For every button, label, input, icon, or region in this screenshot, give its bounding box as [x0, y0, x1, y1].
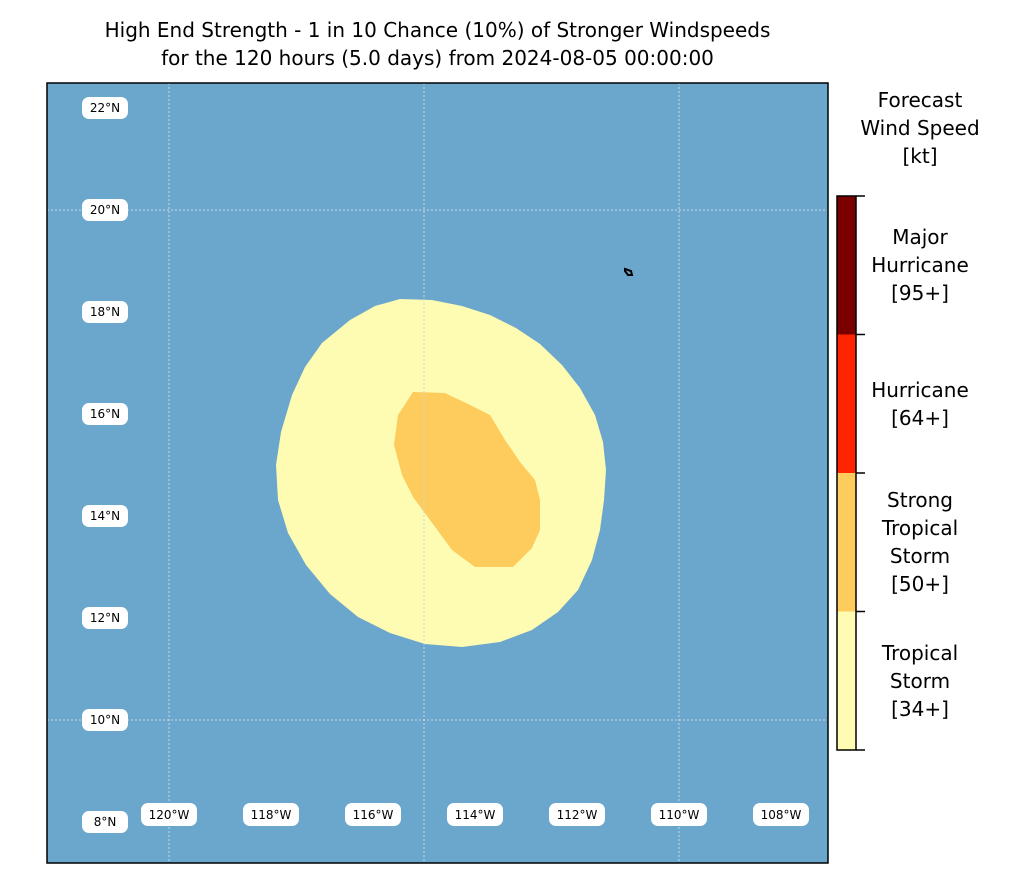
colorbar-title-line-3: [kt]	[902, 144, 938, 168]
longitude-label-text: 120°W	[149, 808, 190, 822]
latitude-label: 16°N	[82, 403, 128, 425]
colorbar-category-label-line: Tropical	[881, 640, 959, 665]
colorbar-segment	[837, 334, 856, 473]
label-background	[345, 803, 401, 826]
label-background	[141, 803, 197, 826]
colorbar-category-label-line: [34+]	[891, 696, 949, 721]
latitude-label-text: 8°N	[94, 815, 117, 829]
latitude-label-text: 22°N	[90, 101, 120, 115]
latitude-label: 18°N	[82, 301, 128, 323]
longitude-labels: 120°W 118°W 116°W 114°W 112°W 110°W 108°W	[141, 803, 809, 826]
label-background	[82, 97, 128, 119]
latitude-label: 10°N	[82, 709, 128, 731]
latitude-label: 12°N	[82, 607, 128, 629]
label-background	[82, 199, 128, 221]
label-background	[753, 803, 809, 826]
colorbar-category-label-line: Strong	[887, 488, 953, 513]
longitude-label: 118°W	[243, 803, 299, 826]
colorbar-category-label: Major Hurricane [95+]	[835, 223, 1005, 307]
colorbar-category-label-line: Tropical	[881, 516, 959, 541]
colorbar	[836, 195, 865, 751]
latitude-label: 20°N	[82, 199, 128, 221]
label-background	[82, 505, 128, 527]
colorbar-category-label-line: [50+]	[891, 572, 949, 597]
longitude-label: 114°W	[447, 803, 503, 826]
latitude-label-text: 14°N	[90, 509, 120, 523]
label-background	[82, 607, 128, 629]
latitude-label-text: 20°N	[90, 203, 120, 217]
colorbar-segment	[837, 611, 856, 750]
label-background	[651, 803, 707, 826]
colorbar-category-label-line: Major	[892, 225, 948, 250]
longitude-label-text: 114°W	[455, 808, 496, 822]
strong-tropical-storm-wind-zone	[394, 392, 540, 567]
map-gridlines	[47, 83, 828, 863]
title-line-2: for the 120 hours (5.0 days) from 2024-0…	[161, 46, 714, 70]
longitude-label-text: 112°W	[557, 808, 598, 822]
label-background	[82, 301, 128, 323]
colorbar-title-line-2: Wind Speed	[860, 116, 980, 140]
colorbar-category-label-line: [95+]	[891, 281, 949, 306]
colorbar-segment	[837, 196, 856, 335]
colorbar-category-label: Tropical Storm [34+]	[835, 639, 1005, 723]
longitude-label: 110°W	[651, 803, 707, 826]
label-background	[82, 403, 128, 425]
small-island-outline	[624, 267, 634, 276]
colorbar-category-label-line: Hurricane	[871, 253, 969, 278]
longitude-label-text: 110°W	[659, 808, 700, 822]
longitude-label: 116°W	[345, 803, 401, 826]
latitude-label: 8°N	[82, 811, 128, 833]
latitude-label: 22°N	[82, 97, 128, 119]
label-background	[447, 803, 503, 826]
colorbar-title: Forecast Wind Speed [kt]	[835, 86, 1005, 170]
colorbar-title-line-1: Forecast	[877, 88, 963, 112]
colorbar-category-label-line: [64+]	[891, 405, 949, 430]
latitude-label: 14°N	[82, 505, 128, 527]
colorbar-category-label: Hurricane [64+]	[835, 376, 1005, 432]
latitude-label-text: 10°N	[90, 713, 120, 727]
longitude-label: 120°W	[141, 803, 197, 826]
latitude-label-text: 12°N	[90, 611, 120, 625]
longitude-label: 108°W	[753, 803, 809, 826]
title-line-1: High End Strength - 1 in 10 Chance (10%)…	[104, 18, 771, 42]
colorbar-category-label-line: Hurricane	[871, 377, 969, 402]
label-background	[243, 803, 299, 826]
colorbar-category-label: Strong Tropical Storm [50+]	[835, 486, 1005, 598]
label-background	[82, 709, 128, 731]
map-frame	[46, 82, 829, 864]
longitude-label-text: 118°W	[251, 808, 292, 822]
latitude-label-text: 18°N	[90, 305, 120, 319]
label-background	[549, 803, 605, 826]
label-background	[82, 811, 128, 833]
colorbar-category-label-line: Storm	[889, 544, 951, 569]
longitude-label-text: 108°W	[761, 808, 802, 822]
chart-title: High End Strength - 1 in 10 Chance (10%)…	[0, 16, 875, 72]
latitude-labels: 22°N 20°N 18°N 16°N 14°N 12°N 10°N 8°N	[82, 97, 128, 833]
latitude-label-text: 16°N	[90, 407, 120, 421]
longitude-label-text: 116°W	[353, 808, 394, 822]
longitude-label: 112°W	[549, 803, 605, 826]
colorbar-category-label-line: Storm	[889, 668, 951, 693]
colorbar-segment	[837, 473, 856, 612]
